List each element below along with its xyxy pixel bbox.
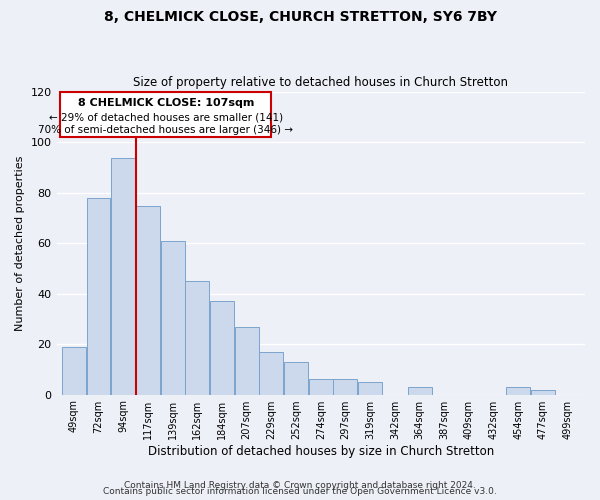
Bar xyxy=(161,241,185,394)
Text: ← 29% of detached houses are smaller (141): ← 29% of detached houses are smaller (14… xyxy=(49,112,283,122)
Bar xyxy=(334,380,358,394)
Bar xyxy=(235,326,259,394)
X-axis label: Distribution of detached houses by size in Church Stretton: Distribution of detached houses by size … xyxy=(148,444,494,458)
Bar xyxy=(309,380,333,394)
Bar xyxy=(210,302,234,394)
Text: 70% of semi-detached houses are larger (346) →: 70% of semi-detached houses are larger (… xyxy=(38,125,293,135)
Text: 8 CHELMICK CLOSE: 107sqm: 8 CHELMICK CLOSE: 107sqm xyxy=(77,98,254,108)
Bar xyxy=(111,158,135,394)
Bar xyxy=(86,198,110,394)
Text: Contains public sector information licensed under the Open Government Licence v3: Contains public sector information licen… xyxy=(103,487,497,496)
Y-axis label: Number of detached properties: Number of detached properties xyxy=(15,156,25,331)
Bar xyxy=(531,390,555,394)
Bar xyxy=(185,281,209,394)
Bar xyxy=(62,346,86,395)
Text: Contains HM Land Registry data © Crown copyright and database right 2024.: Contains HM Land Registry data © Crown c… xyxy=(124,481,476,490)
Bar xyxy=(136,206,160,394)
Bar xyxy=(358,382,382,394)
Title: Size of property relative to detached houses in Church Stretton: Size of property relative to detached ho… xyxy=(133,76,508,90)
Bar xyxy=(407,387,431,394)
Bar xyxy=(259,352,283,395)
Text: 8, CHELMICK CLOSE, CHURCH STRETTON, SY6 7BY: 8, CHELMICK CLOSE, CHURCH STRETTON, SY6 … xyxy=(104,10,497,24)
Bar xyxy=(284,362,308,394)
FancyBboxPatch shape xyxy=(60,92,271,138)
Bar xyxy=(506,387,530,394)
